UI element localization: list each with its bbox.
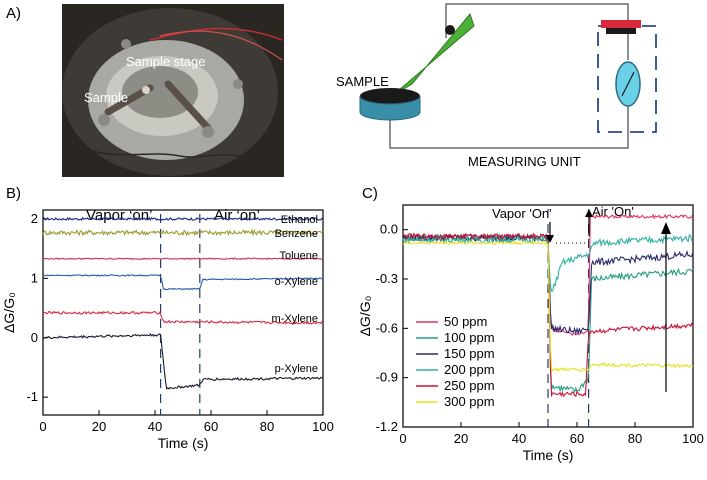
x-tick-label: 80 <box>628 431 642 446</box>
series-label: Toluene <box>279 250 318 262</box>
series-line <box>42 310 324 325</box>
voltage-source-base <box>606 28 636 34</box>
trend-arrow-head <box>661 222 671 234</box>
series-label: Benzene <box>275 228 318 240</box>
legend-entry: 300 ppm <box>444 394 495 409</box>
y-tick-label: 0.0 <box>380 222 398 237</box>
legend-entry: 200 ppm <box>444 362 495 377</box>
series-line <box>42 257 324 261</box>
wire <box>159 30 283 61</box>
chart-c: 0 20 40 60 80 100 0.0 -0.3 -0.6 -0.9 -1.2 Time (s) Δ… <box>357 204 704 463</box>
series-label: o-Xylene <box>275 276 318 288</box>
screw <box>121 39 131 49</box>
x-tick-label: 100 <box>682 431 704 446</box>
photo-label-stage: Sample stage <box>126 54 206 69</box>
y-tick-label: 0 <box>31 330 38 345</box>
series-line <box>402 240 694 372</box>
series-line <box>42 216 324 222</box>
series-label: Ethanol <box>281 214 318 226</box>
probe-arm-right <box>164 80 212 132</box>
x-axis-label: Time (s) <box>158 435 209 451</box>
screw <box>202 126 214 138</box>
x-tick-label: 40 <box>512 431 526 446</box>
vapor-annotation: Vapor 'On' <box>492 206 552 221</box>
sample-disk-top <box>360 88 420 104</box>
y-tick-label: -1 <box>26 389 38 404</box>
voltage-source <box>601 20 641 28</box>
x-axis-label: Time (s) <box>523 447 574 463</box>
x-tick-label: 0 <box>39 419 46 434</box>
x-tick-label: 40 <box>148 419 162 434</box>
panel-c-label: C) <box>362 185 378 202</box>
x-tick-label: 100 <box>312 419 334 434</box>
series-label: p-Xylene <box>275 363 318 375</box>
legend-entry: 100 ppm <box>444 330 495 345</box>
sample-disk <box>359 95 421 121</box>
x-tick-label: 0 <box>399 431 406 446</box>
probe-contact <box>445 25 455 35</box>
series-line <box>42 332 324 390</box>
y-tick-label: -0.6 <box>376 320 398 335</box>
panel-c: C) Vapor 'On' Air 'On' 0 20 40 60 80 1000.0-0… <box>357 185 704 463</box>
y-tick-label: 2 <box>31 211 38 226</box>
vapor-annotation: Vapor ‘on’ <box>86 207 152 224</box>
schematic-label-unit: MEASURING UNIT <box>468 154 581 169</box>
legend-entry: 250 ppm <box>444 378 495 393</box>
wire <box>149 27 283 41</box>
stage-center <box>122 66 198 118</box>
measurement-schematic: SAMPLE MEASURING UNIT <box>336 3 657 169</box>
y-axis-label: ΔG/G₀ <box>357 295 373 336</box>
wire-top <box>445 3 629 38</box>
legend-entry: 150 ppm <box>444 346 495 361</box>
wire <box>89 149 251 159</box>
series-line <box>43 274 323 291</box>
x-tick-label: 20 <box>454 431 468 446</box>
x-tick-label: 60 <box>204 419 218 434</box>
y-axis-label: ΔG/G₀ <box>1 292 17 333</box>
air-arrow-head <box>585 209 593 217</box>
x-tick-label: 60 <box>570 431 584 446</box>
sample-piece <box>142 86 150 94</box>
y-tick-label: 1 <box>31 270 38 285</box>
vapor-arrow-head <box>546 235 554 243</box>
legend-entry: 50 ppm <box>444 314 487 329</box>
y-tick-label: -1.2 <box>376 419 398 434</box>
series-line <box>42 228 324 237</box>
panel-a-label: A) <box>6 5 21 22</box>
y-tick-label: -0.3 <box>376 271 398 286</box>
panel-b-label: B) <box>6 185 21 202</box>
photo-label-sample: Sample <box>84 90 128 105</box>
series-label: m-Xylene <box>272 313 318 325</box>
x-tick-label: 80 <box>260 419 274 434</box>
wire-bottom <box>389 112 629 149</box>
x-tick-label: 20 <box>92 419 106 434</box>
setup-photo: Sample stage Sample <box>62 4 284 177</box>
schematic-label-sample: SAMPLE <box>336 74 389 89</box>
air-annotation: Air ‘on’ <box>214 207 260 224</box>
screw <box>233 79 243 89</box>
screw <box>98 114 110 126</box>
panel-b: B) Vapor ‘on’ Air ‘on’ 0 20 40 60 80 100-1012… <box>1 185 334 451</box>
panel-a: A) Sample stage Sample <box>6 3 657 177</box>
ammeter-needle <box>621 71 635 97</box>
y-tick-label: -0.9 <box>376 370 398 385</box>
probe-tip <box>391 12 475 97</box>
